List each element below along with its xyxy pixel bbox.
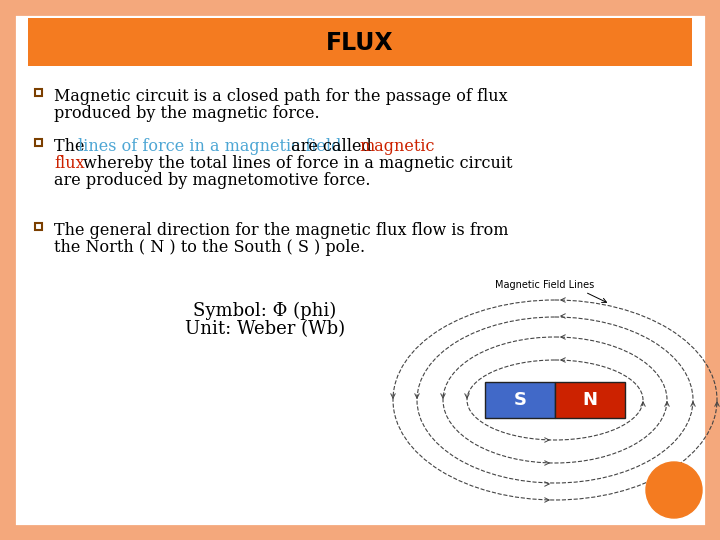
Text: the North ( N ) to the South ( S ) pole.: the North ( N ) to the South ( S ) pole. bbox=[54, 239, 365, 256]
Text: N: N bbox=[582, 391, 598, 409]
Text: produced by the magnetic force.: produced by the magnetic force. bbox=[54, 105, 320, 122]
Text: are produced by magnetomotive force.: are produced by magnetomotive force. bbox=[54, 172, 371, 189]
Text: Symbol: Φ (phi): Symbol: Φ (phi) bbox=[194, 302, 337, 320]
Text: Unit: Weber (Wb): Unit: Weber (Wb) bbox=[185, 320, 345, 338]
FancyBboxPatch shape bbox=[35, 89, 42, 96]
Text: FLUX: FLUX bbox=[326, 31, 394, 55]
FancyBboxPatch shape bbox=[28, 18, 692, 66]
Text: The general direction for the magnetic flux flow is from: The general direction for the magnetic f… bbox=[54, 222, 508, 239]
Text: whereby the total lines of force in a magnetic circuit: whereby the total lines of force in a ma… bbox=[78, 155, 513, 172]
Text: flux: flux bbox=[54, 155, 85, 172]
Text: Magnetic Field Lines: Magnetic Field Lines bbox=[495, 280, 595, 290]
FancyBboxPatch shape bbox=[35, 138, 42, 145]
Text: magnetic: magnetic bbox=[359, 138, 434, 155]
FancyBboxPatch shape bbox=[555, 382, 625, 418]
FancyBboxPatch shape bbox=[485, 382, 555, 418]
Circle shape bbox=[646, 462, 702, 518]
Text: are called: are called bbox=[286, 138, 377, 155]
Text: lines of force in a magnetic field: lines of force in a magnetic field bbox=[78, 138, 342, 155]
FancyBboxPatch shape bbox=[14, 14, 706, 526]
Text: The: The bbox=[54, 138, 89, 155]
Text: Magnetic circuit is a closed path for the passage of flux: Magnetic circuit is a closed path for th… bbox=[54, 88, 508, 105]
FancyBboxPatch shape bbox=[35, 222, 42, 230]
Text: S: S bbox=[513, 391, 526, 409]
